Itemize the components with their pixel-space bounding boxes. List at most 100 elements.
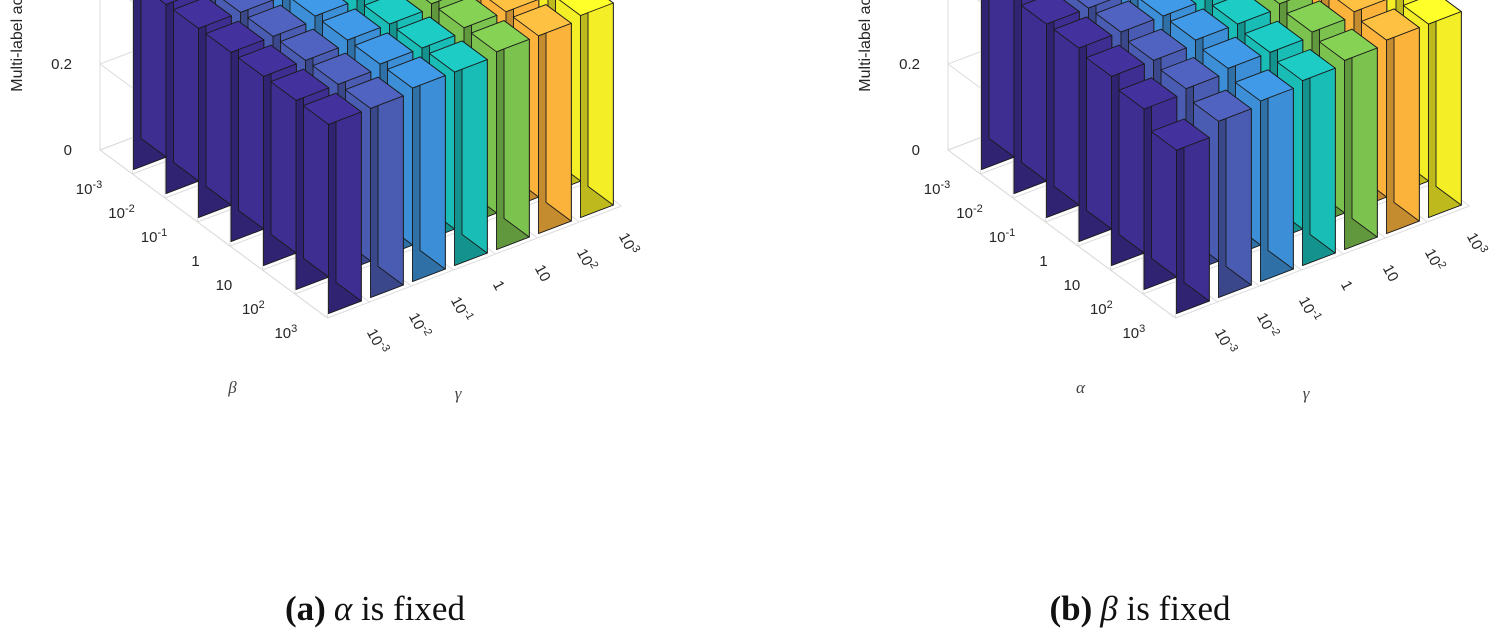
bar-r2-c1-top bbox=[1076, 0, 1112, 9]
bar-r6-c0-top bbox=[302, 92, 362, 125]
z-tick-0: 0 bbox=[912, 142, 920, 159]
z-axis-label: Multi-label accuracy bbox=[9, 0, 26, 92]
bar-r4-c0-top bbox=[1085, 44, 1145, 77]
col-tick-2: 10-1 bbox=[1295, 293, 1324, 325]
bar-r2-c0-top bbox=[172, 0, 232, 29]
bar-r6-c4-front bbox=[503, 20, 530, 238]
row-tick-3: 1 bbox=[191, 253, 199, 270]
bar-r4-c4-top bbox=[425, 0, 443, 5]
bar-r0-c0-front bbox=[140, 0, 167, 158]
bar-r6-c3-front bbox=[1309, 49, 1336, 254]
row-tick-0: 10-3 bbox=[76, 179, 102, 198]
row-tick-6: 103 bbox=[274, 323, 297, 342]
bar-r4-c1-top bbox=[1127, 28, 1187, 61]
bar-r6-c2 bbox=[386, 56, 446, 283]
bar-r3-c1-top bbox=[1095, 0, 1155, 33]
z-axis: 00.20.40.6Multi-label accuracy bbox=[9, 0, 72, 159]
col-tick-4: 10 bbox=[1379, 262, 1402, 285]
bar-r6-c1 bbox=[1192, 89, 1252, 299]
bars bbox=[133, 0, 614, 315]
col-tick-4: 10 bbox=[531, 262, 554, 285]
bar-r3-c0-top bbox=[1053, 16, 1113, 49]
col-tick-0: 10-3 bbox=[363, 325, 392, 357]
bar-r6-c0-front bbox=[335, 92, 362, 302]
panel-a-chart: 00.20.40.6Multi-label accuracy10-310-210… bbox=[9, 0, 642, 403]
col-tick-5: 102 bbox=[1421, 245, 1448, 274]
z-tick-0: 0 bbox=[64, 142, 72, 159]
col-tick-6: 103 bbox=[1463, 229, 1490, 258]
bar-r6-c6-front bbox=[587, 0, 614, 206]
row-axis-label: β bbox=[227, 378, 237, 397]
bar-r6-c4-front bbox=[1351, 28, 1378, 238]
bar-r4-c1-top bbox=[279, 28, 339, 61]
bar-r5-c0-top bbox=[1118, 77, 1178, 110]
bar-r4-c4-top bbox=[1273, 0, 1291, 5]
bar-r6-c2-top bbox=[386, 56, 446, 89]
row-tick-5: 102 bbox=[242, 299, 265, 318]
bar-r2-c0 bbox=[1020, 0, 1080, 219]
bar-r6-c2-front bbox=[419, 56, 446, 270]
bar-r6-c4-top bbox=[1318, 28, 1378, 61]
bar-r0-c0 bbox=[981, 0, 1015, 171]
panel-b-chart: 00.20.40.6Multi-label accuracy10-310-210… bbox=[857, 0, 1490, 403]
caption-b-text: is fixed bbox=[1118, 589, 1231, 628]
bar-r3-c0-top bbox=[205, 20, 265, 53]
bar-r6-c6-top bbox=[558, 0, 614, 16]
bar-r6-c0 bbox=[302, 92, 362, 315]
bar-r4-c0-top bbox=[237, 44, 297, 77]
bar-r3-c2-top bbox=[292, 0, 349, 17]
col-axis-label: γ bbox=[455, 384, 463, 403]
bar-r6-c4 bbox=[1318, 28, 1378, 251]
bar-r6-c2 bbox=[1234, 69, 1294, 283]
bar-r5-c0 bbox=[1118, 77, 1178, 291]
bar-r6-c5 bbox=[512, 4, 572, 235]
bar-r0-c0-front bbox=[988, 0, 1015, 158]
bar-r1-c0 bbox=[159, 0, 200, 195]
caption-a-text: is fixed bbox=[352, 589, 465, 628]
bar-r2-c1-top bbox=[222, 0, 274, 13]
col-tick-2: 10-1 bbox=[447, 293, 476, 325]
z-tick-1: 0.2 bbox=[899, 56, 920, 73]
col-axis: 10-3 10-2 10-1 1 10 102 103 γ bbox=[363, 230, 642, 403]
bar-r6-c6-front bbox=[1435, 0, 1462, 206]
caption-b-label: (b) bbox=[1050, 589, 1093, 628]
bar-r6-c3 bbox=[428, 40, 488, 267]
bar-r6-c1-top bbox=[1192, 89, 1252, 122]
bar-r3-c0-front bbox=[1086, 16, 1113, 230]
col-tick-0: 10-3 bbox=[1211, 325, 1240, 357]
bar-r6-c3-front bbox=[461, 40, 488, 254]
bar-r6-c0-top bbox=[1150, 118, 1210, 151]
bar-r3-c0 bbox=[1053, 16, 1113, 243]
col-tick-1: 10-2 bbox=[405, 309, 434, 341]
bar-r4-c3-top bbox=[363, 0, 423, 25]
row-axis: 10-3 10-2 10-1 1 10 102 103 β bbox=[76, 179, 297, 397]
row-tick-5: 102 bbox=[1090, 299, 1113, 318]
bars bbox=[981, 0, 1462, 315]
bar-r2-c0 bbox=[172, 0, 232, 219]
col-axis-label: γ bbox=[1303, 384, 1311, 403]
row-tick-3: 1 bbox=[1039, 253, 1047, 270]
bar-r6-c6-top bbox=[1402, 0, 1462, 25]
row-tick-1: 10-2 bbox=[956, 203, 982, 222]
bar-r3-c2-top bbox=[1140, 0, 1197, 17]
row-tick-2: 10-1 bbox=[141, 227, 167, 246]
col-tick-3: 1 bbox=[489, 278, 508, 293]
bar-r1-c0 bbox=[1013, 0, 1048, 195]
bar-r5-c5-top bbox=[489, 0, 539, 13]
bar-r6-c2-top bbox=[1234, 69, 1294, 102]
row-tick-0: 10-3 bbox=[924, 179, 950, 198]
z-tick-1: 0.2 bbox=[51, 56, 72, 73]
bar-r5-c1-top bbox=[312, 52, 372, 85]
caption-b-symbol: β bbox=[1099, 589, 1118, 628]
col-tick-3: 1 bbox=[1337, 278, 1356, 293]
bar-r5-c5-top bbox=[1337, 0, 1387, 13]
bar-r5-c2-top bbox=[1202, 36, 1262, 69]
col-tick-5: 102 bbox=[573, 245, 600, 274]
bar-r6-c5-front bbox=[1393, 8, 1420, 222]
row-tick-4: 10 bbox=[1064, 277, 1081, 294]
row-tick-6: 103 bbox=[1122, 323, 1145, 342]
bar-r6-c6 bbox=[1402, 0, 1462, 219]
bar-r5-c4-top bbox=[438, 0, 498, 29]
bar-r5-c0-front bbox=[1151, 77, 1178, 278]
